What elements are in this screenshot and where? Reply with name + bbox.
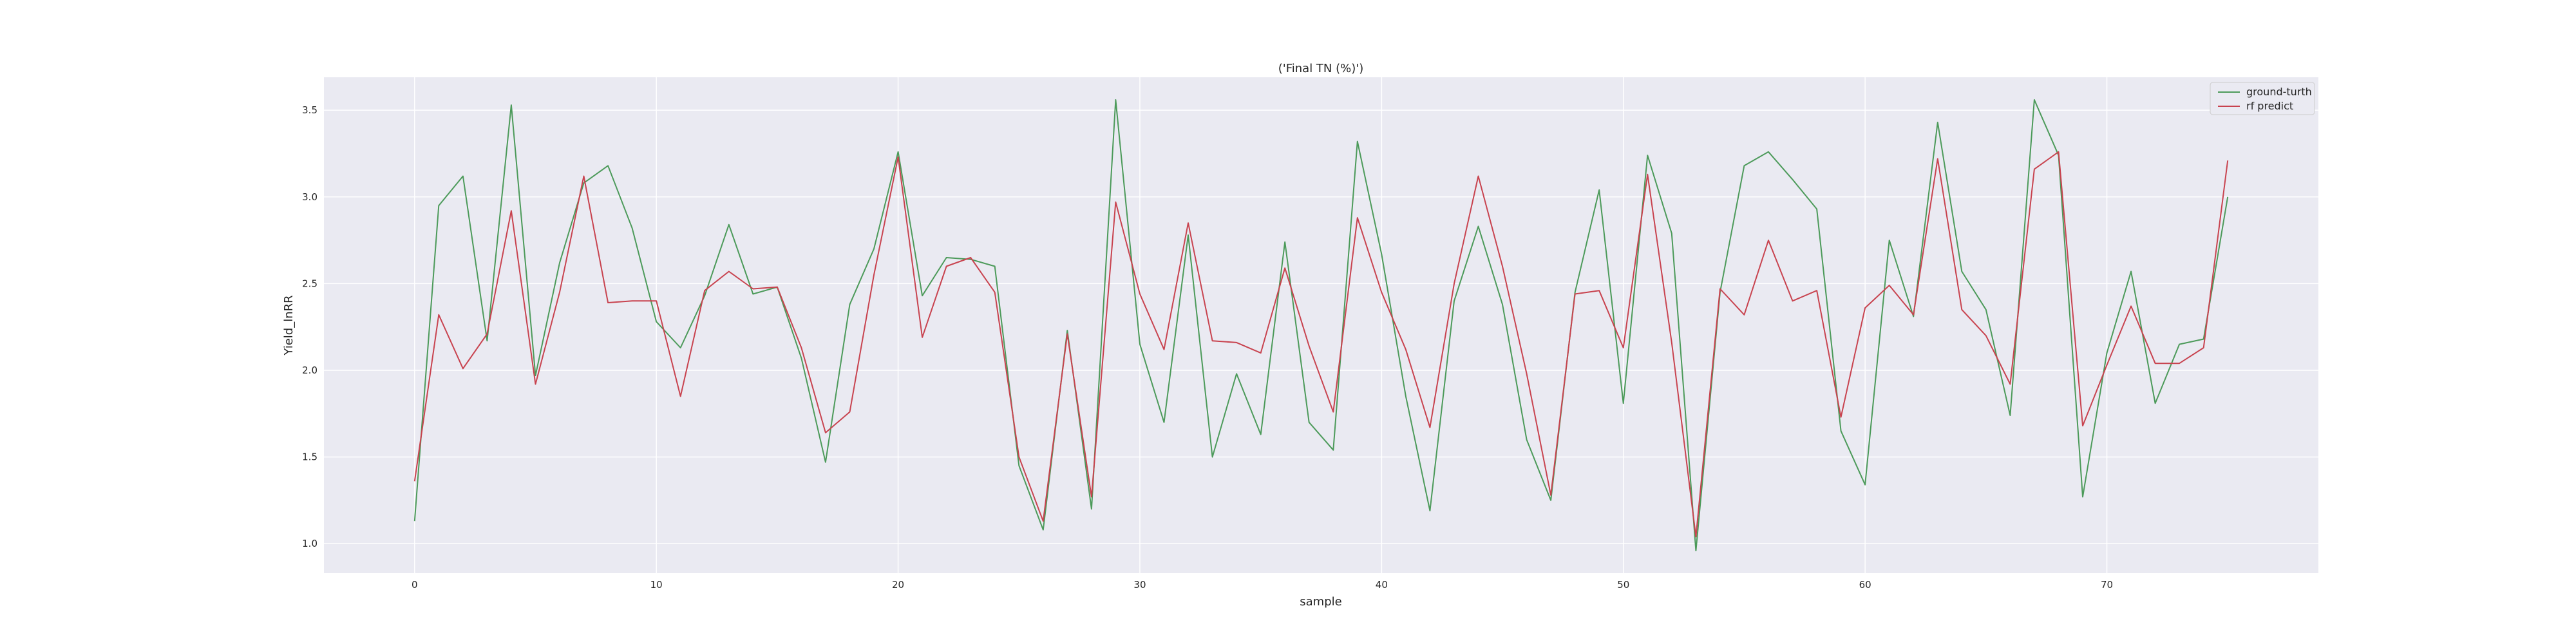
x-tick-labels: 0 10 20 30 40 50 60 70 [412, 579, 2113, 591]
y-tick-label: 3.5 [302, 104, 317, 116]
x-tick-label: 70 [2101, 579, 2113, 591]
y-tick-label: 2.5 [302, 278, 317, 289]
y-tick-label: 1.5 [302, 451, 317, 463]
chart-title: ('Final TN (%)') [1278, 62, 1363, 75]
x-tick-label: 40 [1376, 579, 1388, 591]
legend-label-ground-turth: ground-turth [2246, 86, 2312, 98]
series-lines [413, 99, 2229, 551]
y-tick-label: 1.0 [302, 538, 317, 549]
x-tick-label: 20 [892, 579, 904, 591]
x-tick-label: 30 [1133, 579, 1146, 591]
y-tick-label: 3.0 [302, 191, 317, 203]
legend-label-rf-predict: rf predict [2246, 100, 2293, 112]
x-axis-label: sample [1300, 595, 1341, 609]
y-tick-label: 2.0 [302, 365, 317, 376]
plot-area [324, 77, 2318, 573]
x-tick-label: 50 [1617, 579, 1629, 591]
x-tick-label: 10 [650, 579, 663, 591]
grid [324, 77, 2318, 573]
y-axis-label: Yield_lnRR [282, 295, 296, 355]
y-tick-labels: 1.0 1.5 2.0 2.5 3.0 3.5 [302, 104, 317, 549]
x-tick-label: 60 [1859, 579, 1871, 591]
legend: ground-turth rf predict [2210, 82, 2315, 115]
series-line-rf-predict [413, 151, 2229, 538]
x-tick-label: 0 [412, 579, 418, 591]
series-line-ground-turth [413, 99, 2229, 551]
